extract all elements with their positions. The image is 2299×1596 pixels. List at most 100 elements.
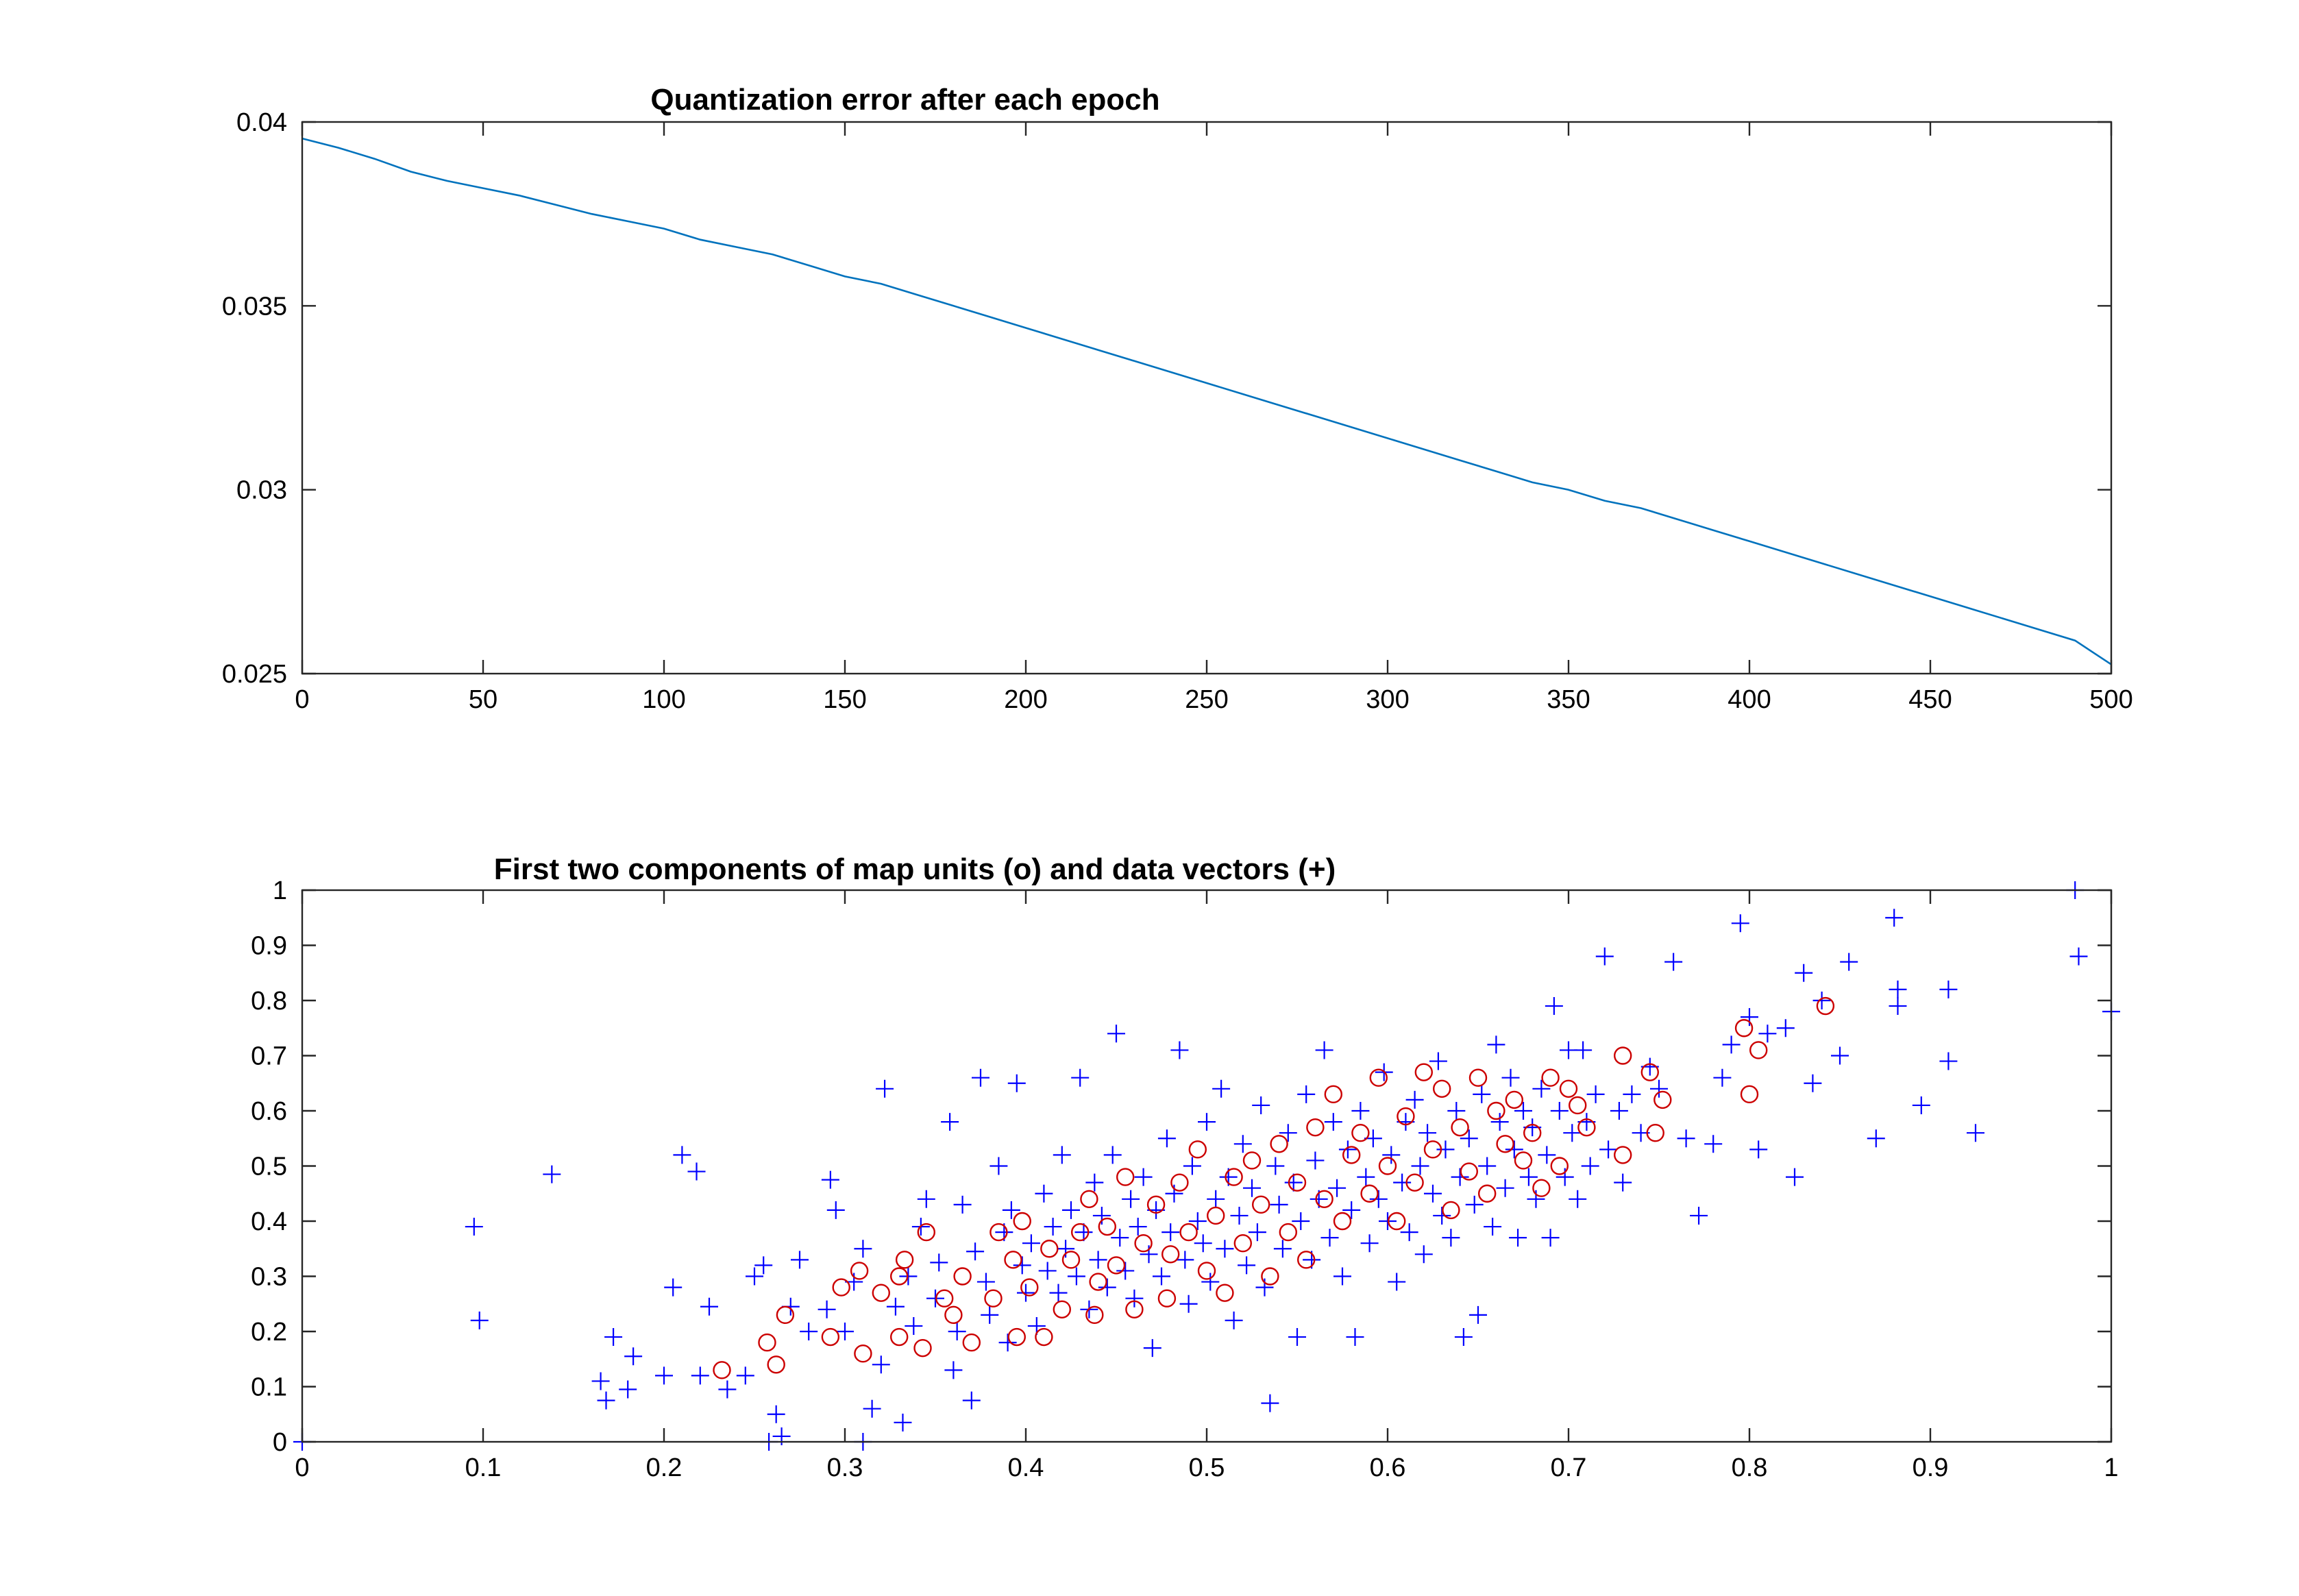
map-unit-marker xyxy=(1170,1173,1189,1192)
map-unit-marker xyxy=(1432,1079,1451,1098)
y-tick-label: 0.6 xyxy=(251,1097,287,1126)
map-unit-marker xyxy=(1225,1168,1243,1186)
map-unit-marker xyxy=(1514,1151,1533,1170)
data-vector-marker xyxy=(1288,1328,1306,1347)
line-chart-title: Quantization error after each epoch xyxy=(650,83,1159,116)
data-vector-marker xyxy=(1252,1096,1270,1114)
data-vector-marker xyxy=(1713,1068,1732,1087)
map-unit-marker xyxy=(1004,1251,1022,1269)
data-vector-marker xyxy=(1795,963,1813,982)
data-vector-marker xyxy=(1424,1184,1442,1203)
map-unit-marker xyxy=(832,1278,850,1297)
data-vector-marker xyxy=(1122,1190,1140,1208)
map-unit-marker xyxy=(1397,1107,1415,1126)
data-vector-marker xyxy=(1098,1278,1116,1297)
data-vector-marker xyxy=(1912,1096,1930,1114)
map-unit-marker xyxy=(1577,1118,1596,1137)
data-vector-marker xyxy=(836,1323,854,1340)
x-tick-label: 0.5 xyxy=(1189,1453,1225,1482)
scatter-chart-axes: First two components of map units (o) an… xyxy=(251,852,2120,1482)
map-unit-marker xyxy=(1242,1151,1262,1170)
map-unit-marker xyxy=(1070,1223,1090,1242)
data-vector-marker xyxy=(1550,1102,1569,1120)
data-vector-marker xyxy=(1002,1201,1020,1219)
data-vector-marker xyxy=(1574,1041,1593,1059)
data-vector-marker xyxy=(465,1218,483,1236)
map-unit-marker xyxy=(1613,1046,1632,1065)
map-unit-marker xyxy=(1442,1201,1460,1220)
data-vector-marker xyxy=(1342,1201,1361,1219)
x-tick-label: 0.6 xyxy=(1370,1453,1406,1482)
data-vector-marker xyxy=(1320,1229,1339,1247)
map-unit-marker xyxy=(953,1267,972,1286)
data-vector-marker xyxy=(1071,1068,1090,1087)
y-tick-label: 0.7 xyxy=(251,1042,287,1071)
scatter-chart-ticks: 0 0.1 0.2 0.3 0.4 0.5 0.6 0.7 0.8 0.9 1 0 0.1 0.2 0.3 0… xyxy=(251,876,2118,1482)
map-unit-marker xyxy=(1270,1135,1288,1153)
map-unit-marker xyxy=(1505,1090,1524,1109)
data-vector-marker xyxy=(826,1201,845,1219)
data-vector-marker xyxy=(1704,1135,1723,1153)
map-unit-marker xyxy=(1007,1327,1026,1347)
data-vector-marker xyxy=(1490,1113,1509,1131)
data-vector-marker xyxy=(1436,1140,1455,1159)
x-tick-label: 0 xyxy=(295,1453,309,1482)
map-unit-marker xyxy=(1423,1140,1442,1159)
data-vector-marker xyxy=(981,1305,999,1324)
data-vector-marker xyxy=(1758,1024,1777,1043)
map-unit-marker xyxy=(758,1333,776,1352)
data-vector-marker xyxy=(1812,992,1831,1009)
map-unit-marker xyxy=(1734,1019,1754,1038)
x-tick-label: 0.8 xyxy=(1732,1453,1768,1482)
map-unit-marker xyxy=(1523,1123,1542,1142)
line-chart-axes: Quantization error after each epoch 0 50 1… xyxy=(222,83,2133,714)
data-vector-marker xyxy=(876,1079,894,1098)
map-unit-marker xyxy=(1378,1157,1397,1175)
map-unit-marker xyxy=(1740,1085,1759,1104)
data-vector-marker xyxy=(1967,1124,1984,1142)
line-chart-frame xyxy=(301,121,2113,675)
data-vector-marker xyxy=(1179,1294,1198,1313)
data-vector-marker xyxy=(1176,1251,1194,1269)
data-vector-marker xyxy=(1270,1195,1288,1214)
data-vector-marker xyxy=(1357,1168,1375,1186)
data-vector-marker xyxy=(754,1256,773,1275)
data-vector-marker xyxy=(1188,1212,1207,1230)
data-vector-marker xyxy=(2069,947,2088,966)
map-unit-marker xyxy=(1653,1090,1672,1109)
data-vector-marker xyxy=(899,1267,918,1286)
data-vector-marker xyxy=(1092,1206,1111,1225)
data-vector-marker xyxy=(1067,1267,1085,1286)
data-vector-marker xyxy=(1867,1129,1885,1148)
data-vector-marker xyxy=(1433,1206,1451,1225)
data-vector-marker xyxy=(1786,1168,1804,1186)
map-unit-marker xyxy=(1306,1118,1325,1137)
map-unit-marker xyxy=(1179,1223,1198,1242)
data-vector-marker xyxy=(1225,1311,1243,1329)
data-vector-marker xyxy=(800,1323,818,1340)
y-tick-label: 0.03 xyxy=(236,476,287,505)
map-unit-marker xyxy=(944,1305,963,1325)
map-unit-marker xyxy=(1646,1123,1664,1142)
map-unit-marker xyxy=(1261,1267,1279,1286)
data-vector-marker xyxy=(1107,1024,1125,1043)
data-vector-marker xyxy=(817,1300,836,1318)
data-vector-marker xyxy=(624,1347,643,1366)
map-unit-marker xyxy=(1451,1118,1469,1137)
data-vector-marker xyxy=(604,1328,623,1347)
data-vector-marker xyxy=(1053,1146,1071,1164)
data-vector-marker xyxy=(1333,1267,1351,1286)
map-unit-marker xyxy=(1125,1300,1144,1319)
x-tick-label: 0.1 xyxy=(465,1453,502,1482)
x-tick-label: 150 xyxy=(823,685,866,714)
data-vector-marker xyxy=(1677,1129,1695,1148)
data-vector-marker xyxy=(1501,1068,1520,1087)
map-unit-marker xyxy=(1816,996,1835,1016)
data-vector-marker xyxy=(767,1405,785,1423)
data-vector-marker xyxy=(1610,1102,1628,1120)
y-tick-label: 0 xyxy=(273,1428,287,1457)
map-unit-marker xyxy=(1324,1085,1343,1104)
x-tick-label: 400 xyxy=(1728,685,1771,714)
data-vector-marker xyxy=(1623,1085,1641,1103)
data-vector-marker xyxy=(1429,1052,1447,1070)
